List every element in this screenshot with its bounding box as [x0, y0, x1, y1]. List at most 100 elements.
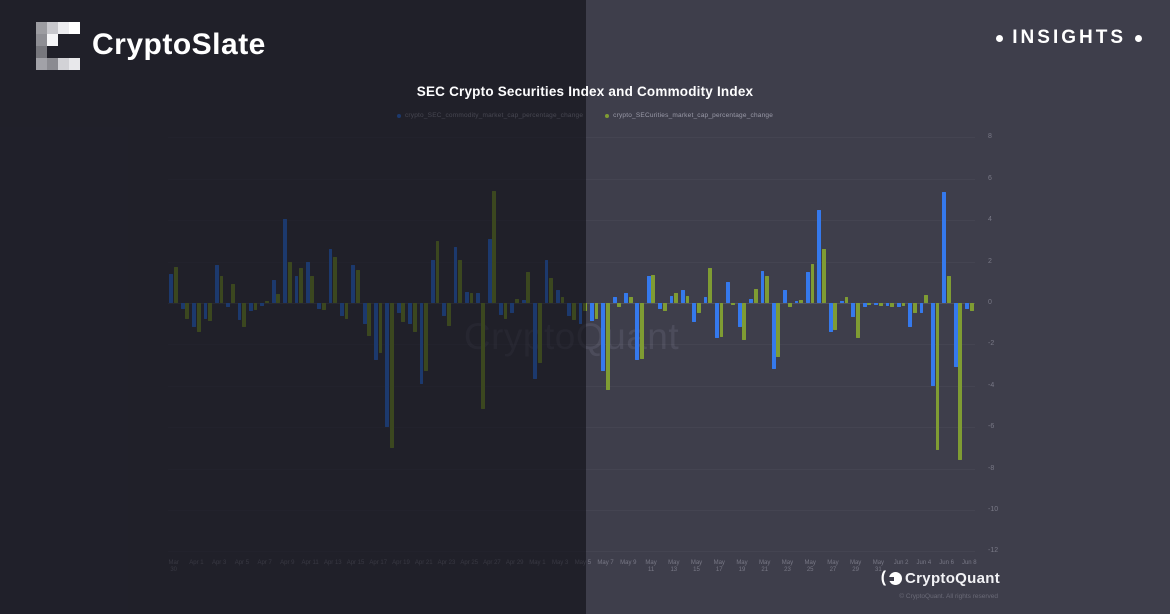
- bar-commodity: [828, 303, 833, 332]
- x-axis-tick-label: Jun 4: [916, 560, 932, 566]
- x-axis-tick-label: May 23: [781, 560, 794, 573]
- bar-commodity: [908, 303, 913, 327]
- x-axis-tick-label: May 15: [690, 560, 703, 573]
- bar-securities: [821, 249, 826, 303]
- bar-securities: [856, 303, 860, 339]
- bar-commodity: [840, 300, 844, 303]
- y-axis-tick-label: -8: [988, 464, 995, 472]
- bar-securities: [799, 299, 804, 303]
- y-axis-tick-label: 4: [988, 216, 992, 224]
- bar-commodity: [942, 192, 947, 303]
- insights-label: INSIGHTS: [1012, 27, 1126, 48]
- bar-securities: [901, 303, 906, 307]
- bar-securities: [867, 303, 872, 306]
- y-axis-tick-label: 2: [988, 257, 992, 265]
- bullet-icon: [1135, 34, 1142, 42]
- bar-commodity: [862, 303, 867, 308]
- bar-commodity: [715, 303, 719, 339]
- bar-securities: [912, 303, 917, 314]
- bar-securities: [969, 303, 974, 312]
- bar-commodity: [953, 303, 958, 368]
- bar-securities: [890, 303, 894, 308]
- bar-commodity: [646, 276, 651, 303]
- bar-securities: [833, 303, 838, 330]
- bar-securities: [662, 303, 667, 312]
- bar-commodity: [851, 303, 856, 318]
- bar-commodity: [931, 303, 935, 386]
- cryptoquant-logo: ( CryptoQuant: [880, 568, 1000, 587]
- bar-commodity: [919, 303, 924, 314]
- bar-securities: [719, 303, 724, 338]
- bar-commodity: [726, 282, 731, 303]
- bar-securities: [844, 296, 849, 303]
- bar-securities: [628, 296, 633, 303]
- x-axis-tick-label: May 11: [645, 560, 657, 573]
- bar-commodity: [885, 303, 890, 307]
- bar-commodity: [612, 296, 617, 303]
- y-axis-tick-label: -10: [988, 506, 999, 513]
- x-axis-tick-label: May 31: [872, 560, 885, 573]
- bar-commodity: [805, 271, 810, 303]
- bar-securities: [753, 288, 758, 303]
- x-axis-tick-label: May 27: [827, 560, 839, 573]
- bar-commodity: [624, 292, 628, 303]
- bar-commodity: [783, 289, 788, 303]
- bar-securities: [594, 303, 599, 319]
- bar-commodity: [601, 303, 606, 372]
- bar-securities: [776, 303, 781, 357]
- legend-item-securities: crypto_SECurities_market_cap_percentage_…: [605, 112, 773, 119]
- insights-badge: INSIGHTS: [996, 27, 1142, 49]
- y-axis-tick-label: 0: [988, 299, 992, 306]
- y-axis-tick-label: -2: [988, 340, 995, 348]
- bar-commodity: [817, 209, 822, 303]
- bar-commodity: [794, 300, 799, 303]
- cryptoslate-logo-text: CryptoSlate: [92, 28, 266, 61]
- bar-securities: [935, 303, 940, 450]
- bar-securities: [731, 303, 735, 306]
- x-axis-tick-label: May 21: [759, 560, 771, 573]
- bar-securities: [617, 303, 622, 308]
- bar-securities: [674, 292, 678, 303]
- bar-commodity: [669, 295, 674, 303]
- y-axis-tick-label: -12: [988, 547, 999, 555]
- cryptoquant-circle-icon: [889, 572, 903, 585]
- bar-commodity: [692, 303, 697, 322]
- bar-commodity: [771, 303, 776, 370]
- cryptoslate-logo-icon: [36, 22, 80, 70]
- cryptoquant-crescent-icon: (: [880, 568, 887, 586]
- cryptoquant-logo-text: CryptoQuant: [905, 570, 1000, 587]
- x-axis-tick-label: May 19: [736, 560, 748, 573]
- bar-securities: [924, 294, 929, 303]
- bar-commodity: [590, 303, 594, 321]
- bar-securities: [878, 303, 883, 307]
- bar-securities: [651, 275, 656, 303]
- legend-label-securities: crypto_SECurities_market_cap_percentage_…: [613, 112, 774, 119]
- legend-dot-green: [605, 113, 610, 118]
- bar-commodity: [703, 296, 708, 303]
- x-axis-tick-label: May 25: [804, 560, 816, 573]
- bar-commodity: [874, 303, 878, 306]
- bullet-icon: [996, 34, 1004, 42]
- x-axis-tick-label: May 9: [620, 560, 637, 566]
- x-axis-tick-label: Jun 2: [893, 560, 909, 566]
- bar-commodity: [760, 270, 765, 303]
- bar-commodity: [658, 303, 663, 310]
- x-axis-tick-label: May 17: [713, 560, 725, 573]
- bar-securities: [742, 303, 747, 341]
- x-axis-tick-label: Jun 6: [939, 560, 954, 566]
- bar-commodity: [680, 289, 685, 303]
- bar-securities: [765, 276, 769, 303]
- bar-securities: [946, 276, 951, 303]
- bar-securities: [958, 303, 963, 461]
- bar-commodity: [749, 298, 753, 303]
- bar-commodity: [896, 303, 901, 308]
- x-axis-tick-label: Jun 8: [961, 560, 977, 566]
- bar-securities: [810, 263, 815, 303]
- chart-title: SEC Crypto Securities Index and Commodit…: [416, 84, 754, 99]
- x-axis-tick-label: May 7: [597, 560, 614, 566]
- bar-securities: [787, 303, 792, 308]
- y-axis-tick-label: -4: [988, 381, 995, 389]
- x-axis-tick-label: May 13: [668, 560, 680, 573]
- bar-securities: [605, 303, 610, 390]
